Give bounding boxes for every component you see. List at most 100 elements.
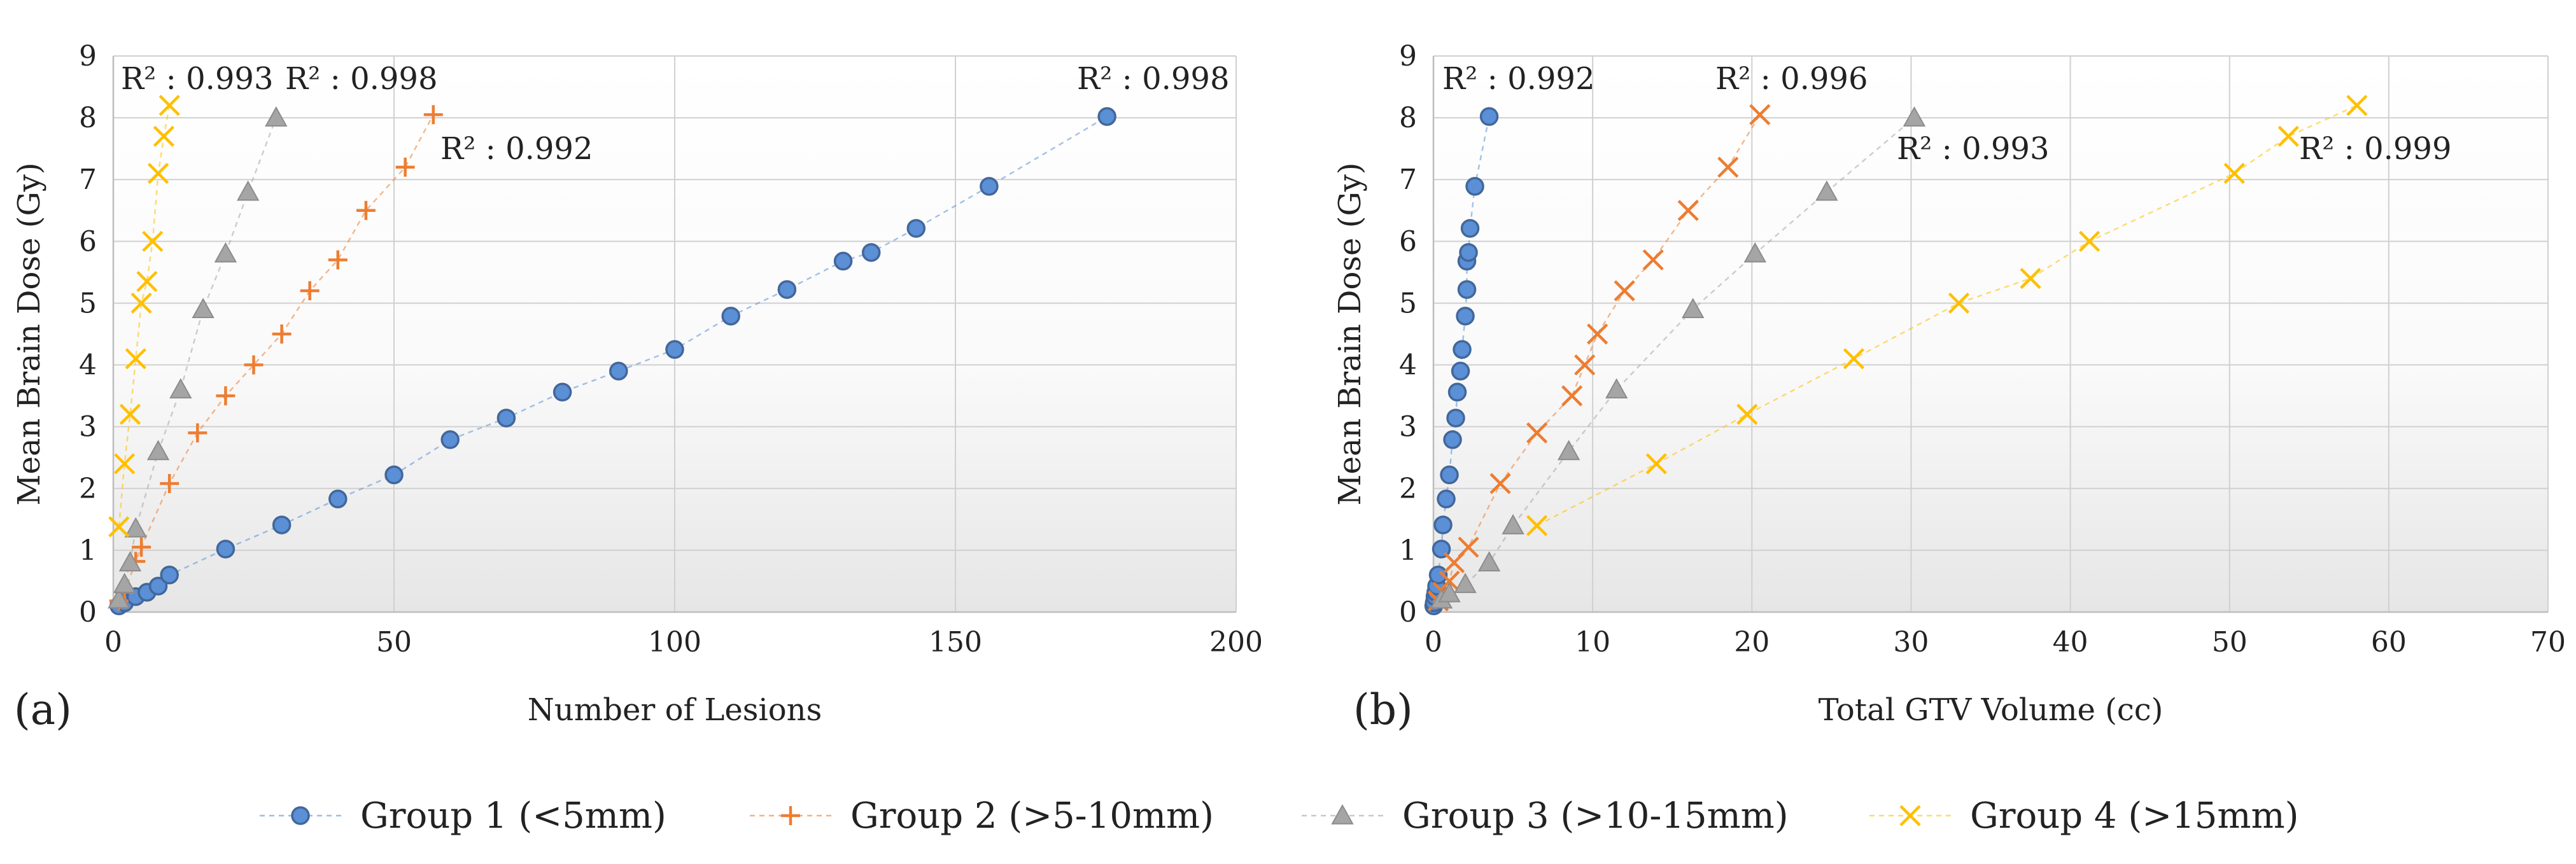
data-point <box>1439 570 1460 592</box>
legend-item: Group 1 (<5mm) <box>260 795 666 837</box>
y-tick-label: 4 <box>1399 349 1417 382</box>
data-point <box>108 588 130 609</box>
legend-item: Group 3 (>10-15mm) <box>1302 795 1789 837</box>
data-point <box>216 540 236 559</box>
data-point <box>153 125 174 147</box>
data-point <box>384 465 404 485</box>
data-point <box>1645 453 1667 475</box>
data-point <box>1440 465 1459 485</box>
data-point <box>169 378 192 399</box>
y-tick-label: 7 <box>1399 164 1417 196</box>
series-line <box>1437 114 1761 602</box>
data-point <box>1815 180 1838 201</box>
x-tick-label: 100 <box>648 626 701 658</box>
data-point <box>861 243 881 262</box>
data-point <box>119 403 141 425</box>
y-axis-title: Mean Brain Dose (Gy) <box>1332 162 1368 505</box>
x-tick-label: 200 <box>1209 626 1263 658</box>
legend-marker <box>781 806 800 825</box>
data-point <box>1479 107 1499 126</box>
legend-label: Group 3 (>10-15mm) <box>1402 795 1789 837</box>
data-point <box>108 516 130 538</box>
data-point <box>244 355 264 375</box>
panel-a: 0 1 2 3 4 5 6 7 8 9 0 50 100 150 200 Number of Lesions M… <box>11 40 1263 734</box>
data-point <box>160 474 179 494</box>
series-line <box>1537 104 2358 527</box>
x-tick-label: 50 <box>376 626 412 658</box>
data-point <box>147 162 169 185</box>
x-tick-label: 10 <box>1575 626 1610 658</box>
data-point <box>1097 107 1116 126</box>
data-point <box>1749 104 1771 125</box>
data-point <box>188 423 208 443</box>
y-axis-title: Mean Brain Dose (Gy) <box>11 162 47 505</box>
legend-item: Group 4 (>15mm) <box>1869 795 2298 837</box>
data-point <box>160 565 179 585</box>
data-point <box>2078 230 2101 252</box>
data-point <box>328 489 348 509</box>
x-tick-label: 40 <box>2053 626 2088 658</box>
x-tick-label: 150 <box>929 626 982 658</box>
data-point <box>1456 307 1475 326</box>
data-point <box>1428 565 1448 585</box>
r-squared-label: R² : 0.992 <box>440 131 593 167</box>
x-axis-title: Number of Lesions <box>528 692 822 728</box>
y-tick-label: 0 <box>79 596 97 629</box>
data-point <box>1717 157 1739 178</box>
data-point <box>2223 162 2245 185</box>
data-point <box>1457 280 1477 299</box>
data-point <box>1677 200 1699 221</box>
y-tick-label: 5 <box>79 287 97 319</box>
data-point <box>496 408 516 428</box>
x-tick-label: 60 <box>2371 626 2407 658</box>
x-axis-title: Total GTV Volume (cc) <box>1819 692 2164 728</box>
data-point <box>216 386 236 406</box>
legend-label: Group 2 (>5-10mm) <box>850 795 1214 837</box>
series-group <box>1526 95 2368 536</box>
y-tick-label: 1 <box>79 534 97 567</box>
data-point <box>142 230 164 252</box>
legend-item: Group 2 (>5-10mm) <box>750 795 1214 837</box>
data-point <box>1502 513 1524 534</box>
panel-label: (a) <box>14 685 72 734</box>
data-point <box>423 105 443 125</box>
r-squared-label: R² : 0.992 <box>1442 61 1594 97</box>
data-point <box>125 348 146 370</box>
series-group <box>1430 106 1926 609</box>
data-point <box>2346 95 2368 116</box>
r-squared-label: R² : 0.993 <box>121 61 273 97</box>
series-group <box>108 95 180 538</box>
y-tick-label: 6 <box>1399 225 1417 258</box>
y-tick-label: 7 <box>79 164 97 196</box>
data-point <box>1433 515 1453 534</box>
legend-marker <box>1331 804 1354 825</box>
data-point <box>1587 323 1608 345</box>
y-tick-label: 3 <box>79 411 97 443</box>
data-point <box>1605 378 1628 399</box>
data-point <box>356 200 376 220</box>
r-squared-label: R² : 0.998 <box>285 61 437 97</box>
legend-label: Group 4 (>15mm) <box>1970 795 2298 837</box>
data-point <box>132 538 151 557</box>
data-point <box>148 576 168 596</box>
series-line <box>118 116 1108 607</box>
legend-marker <box>291 806 310 825</box>
y-tick-label: 9 <box>79 40 97 73</box>
data-point <box>272 324 292 344</box>
y-tick-label: 3 <box>1399 411 1417 443</box>
data-point <box>665 340 684 359</box>
y-tick-label: 9 <box>1399 40 1417 73</box>
data-point <box>1614 280 1635 302</box>
x-tick-label: 0 <box>104 626 122 658</box>
y-tick-label: 6 <box>79 225 97 258</box>
y-tick-label: 1 <box>1399 534 1417 567</box>
data-point <box>1443 430 1462 449</box>
r-squared-label: R² : 0.996 <box>1715 61 1868 97</box>
data-point <box>2277 125 2299 147</box>
y-tick-label: 0 <box>1399 596 1417 629</box>
panel-b: 0 1 2 3 4 5 6 7 8 9 0 10 20 30 40 50 60 70 Total GTV Volum… <box>1332 40 2566 734</box>
x-tick-label: 0 <box>1425 626 1442 658</box>
data-point <box>328 250 348 270</box>
y-tick-label: 4 <box>79 349 97 382</box>
